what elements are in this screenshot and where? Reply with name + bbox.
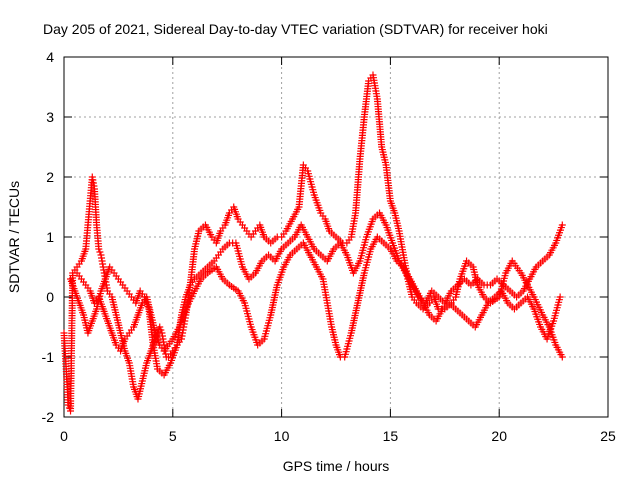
x-tick-label: 5: [169, 428, 177, 444]
y-tick-label: -1: [42, 349, 55, 365]
x-tick-label: 20: [491, 428, 507, 444]
y-tick-label: 2: [46, 169, 54, 185]
x-tick-label: 0: [60, 428, 68, 444]
x-tick-labels: 0 5 10 15 20 25: [60, 428, 616, 444]
data-point: [96, 248, 104, 256]
data-point: [95, 245, 103, 253]
data-point: [156, 323, 164, 331]
x-tick-label: 15: [383, 428, 399, 444]
y-tick-label: 4: [46, 49, 54, 65]
data-point: [558, 353, 566, 361]
y-tick-label: -2: [42, 409, 55, 425]
data-point: [157, 326, 165, 334]
y-tick-label: 3: [46, 109, 54, 125]
data-point: [556, 293, 564, 301]
y-tick-label: 0: [46, 289, 54, 305]
y-tick-label: 1: [46, 229, 54, 245]
x-axis-label: GPS time / hours: [283, 458, 390, 474]
data-point: [558, 221, 566, 229]
y-axis-label: SDTVAR / TECUs: [6, 181, 22, 293]
x-tick-label: 25: [600, 428, 616, 444]
chart-title: Day 205 of 2021, Sidereal Day-to-day VTE…: [43, 21, 548, 37]
x-tick-label: 10: [274, 428, 290, 444]
y-tick-labels: -2 -1 0 1 2 3 4: [42, 49, 55, 425]
data-points: [60, 71, 566, 415]
